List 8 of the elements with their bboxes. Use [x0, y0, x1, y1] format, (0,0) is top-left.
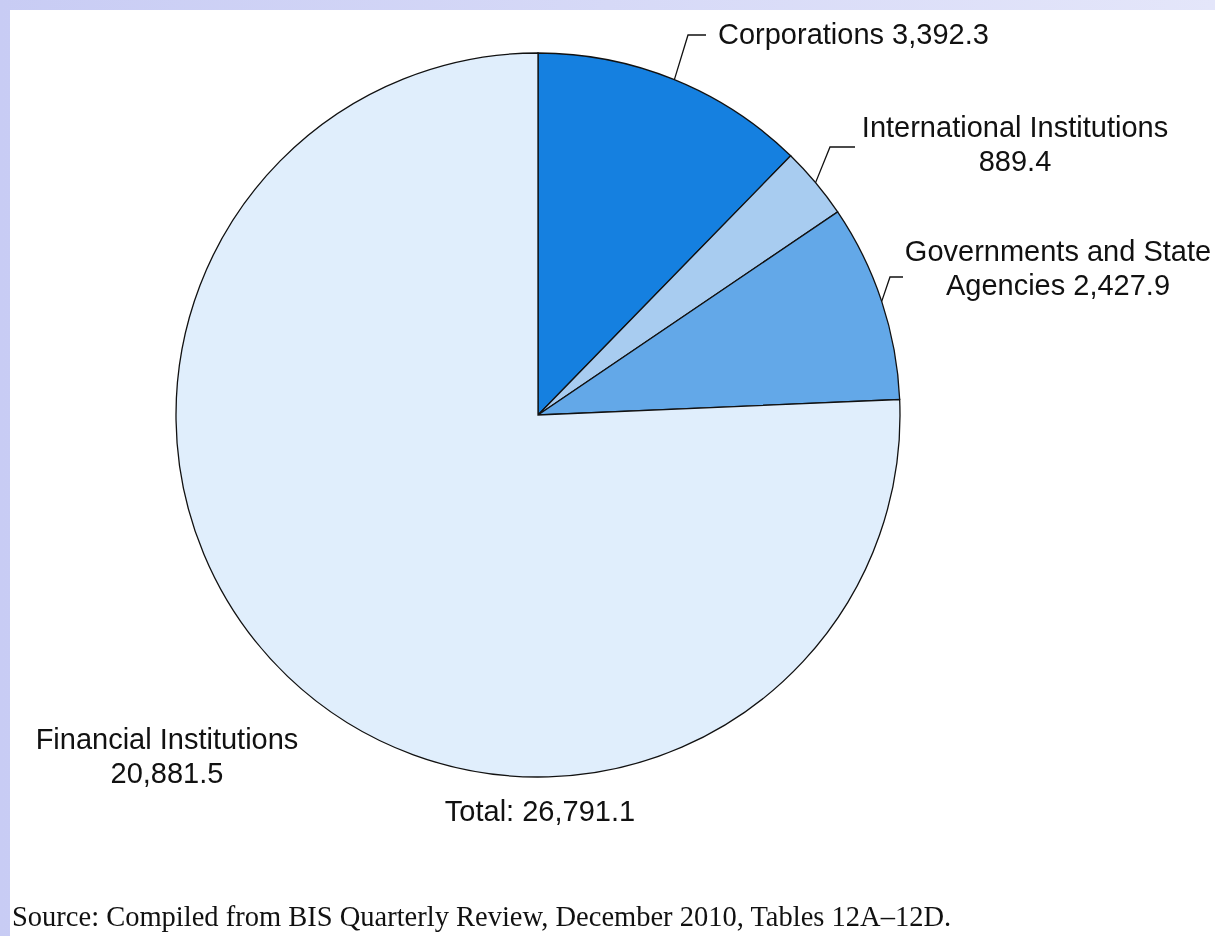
slice-label: International Institutions — [861, 111, 1169, 143]
data-label: 20,881.5 — [110, 757, 224, 789]
text: Total: 26,791.1 — [444, 795, 636, 827]
data-label: 889.4 — [978, 145, 1052, 177]
slice-label: Financial Institutions — [35, 723, 299, 755]
slice-label: Corporations 3,392.3 — [718, 18, 989, 50]
slice-label: Governments and State Agencies 2,427.9 — [904, 235, 1212, 301]
source-note: Source: Compiled from BIS Quarterly Review, December 2010, Tables 12A–12D. — [12, 901, 952, 932]
